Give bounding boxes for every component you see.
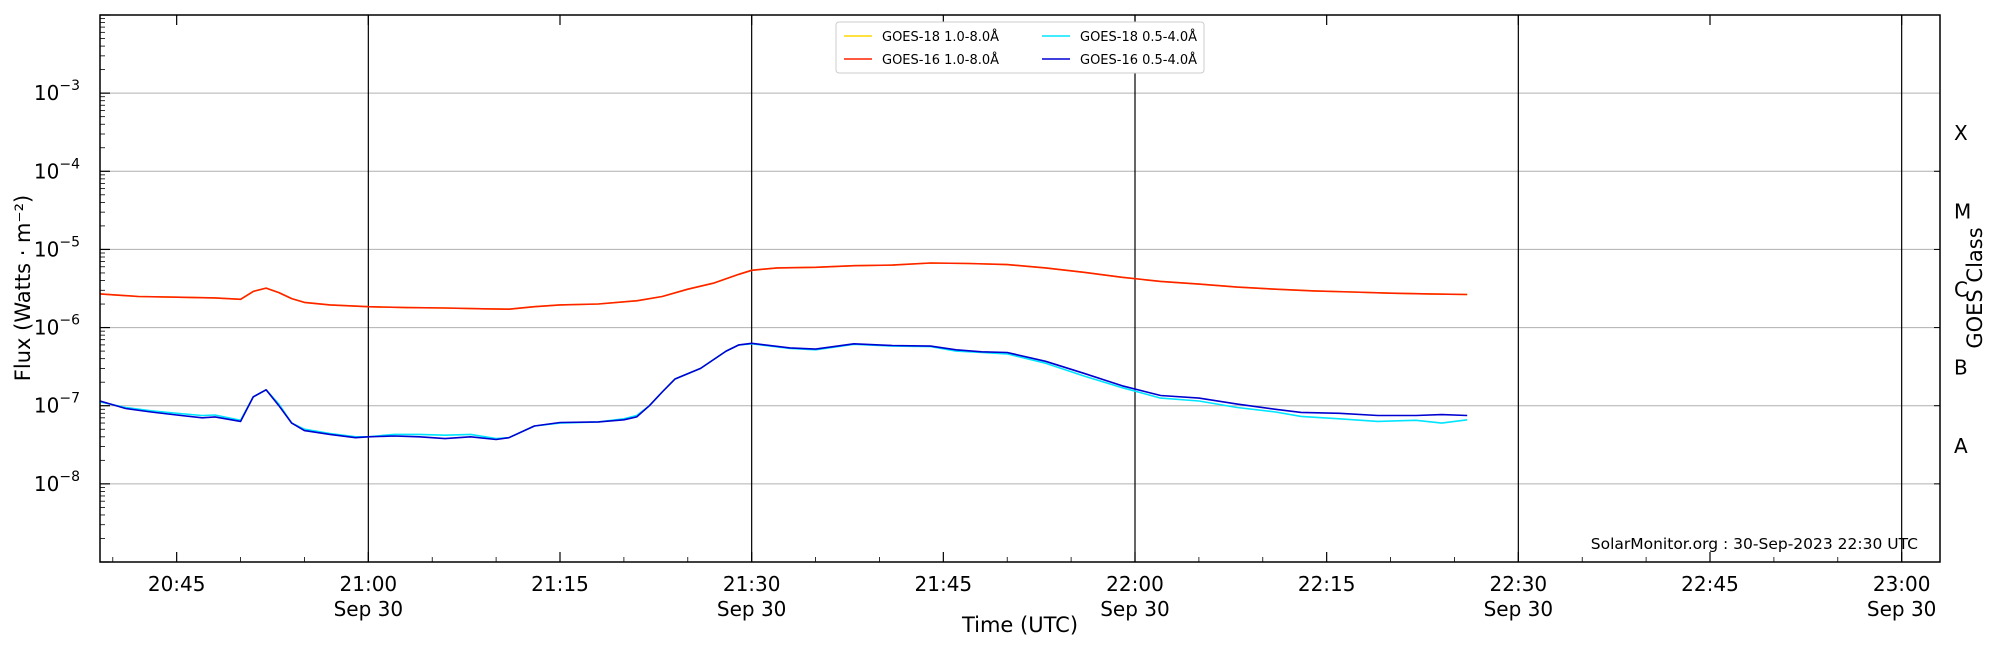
goes-class-label: X [1954,121,1968,145]
grid-lines [100,15,1940,562]
x-tick-label: 21:30 [723,572,781,596]
solarmonitor-annotation: SolarMonitor.org : 30-Sep-2023 22:30 UTC [1591,535,1918,553]
y-tick-label: 10−6 [34,313,80,340]
y-tick-label: 10−3 [34,78,80,105]
y-tick-label: 10−5 [34,234,80,261]
goes-class-labels: A B C M X [1934,121,1971,485]
x-tick-date-label: Sep 30 [1100,597,1170,621]
x-tick-date-label: Sep 30 [334,597,404,621]
legend-entry-label: GOES-18 1.0-8.0Å [882,29,999,45]
x-tick-label: 21:15 [531,572,589,596]
series-line-2 [99,262,1468,311]
y-tick-label: 10−4 [34,156,80,183]
right-axis-title: GOES Class [1963,227,1987,348]
x-tick-label: 22:00 [1106,572,1164,596]
goes-class-label: M [1954,199,1971,223]
legend-entry-label: GOES-16 0.5-4.0Å [1080,52,1197,68]
x-tick-label: 21:45 [915,572,973,596]
y-tick-label: 10−7 [34,391,80,418]
goes-class-label: B [1954,356,1968,380]
plot-frame [99,14,1941,563]
y-axis-ticks: 10−8 10−7 10−6 10−5 10−4 10−3 [34,14,110,563]
legend: GOES-18 1.0-8.0Å GOES-16 1.0-8.0Å GOES-18 … [835,21,1205,74]
y-axis-title: Flux (Watts · m⁻²) [11,195,35,381]
x-tick-label: 22:45 [1681,572,1739,596]
x-tick-label: 20:45 [148,572,206,596]
goes-class-label: C [1954,278,1968,302]
x-axis-title: Time (UTC) [961,613,1078,637]
x-tick-label: 22:15 [1298,572,1356,596]
series-line-4 [99,342,1468,441]
series-line-3 [99,342,1468,440]
series-lines [99,262,1468,441]
goes-class-label: A [1954,434,1968,458]
y-tick-label: 10−8 [34,469,80,496]
x-tick-label: 23:00 [1873,572,1931,596]
x-tick-date-label: Sep 30 [1484,597,1554,621]
x-tick-label: 21:00 [340,572,398,596]
x-tick-date-label: Sep 30 [1867,597,1937,621]
legend-entry-label: GOES-16 1.0-8.0Å [882,52,999,68]
x-tick-label: 22:30 [1490,572,1548,596]
x-tick-date-label: Sep 30 [717,597,787,621]
legend-box [835,21,1205,74]
legend-entry-label: GOES-18 0.5-4.0Å [1080,29,1197,45]
axes [99,14,1941,563]
